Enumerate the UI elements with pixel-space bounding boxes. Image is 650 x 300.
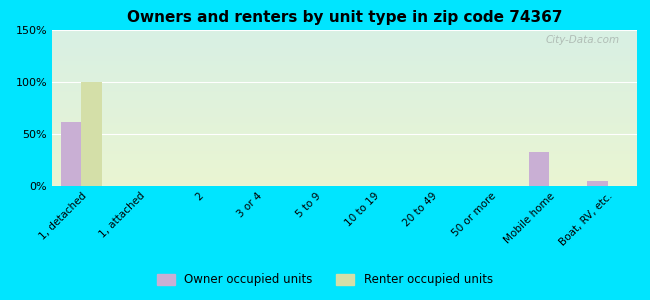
Bar xyxy=(61,122,81,186)
Text: City-Data.com: City-Data.com xyxy=(545,35,619,45)
Bar xyxy=(529,152,549,186)
Bar xyxy=(587,181,608,186)
Title: Owners and renters by unit type in zip code 74367: Owners and renters by unit type in zip c… xyxy=(127,10,562,25)
Legend: Owner occupied units, Renter occupied units: Owner occupied units, Renter occupied un… xyxy=(153,269,497,291)
Bar xyxy=(81,82,101,186)
